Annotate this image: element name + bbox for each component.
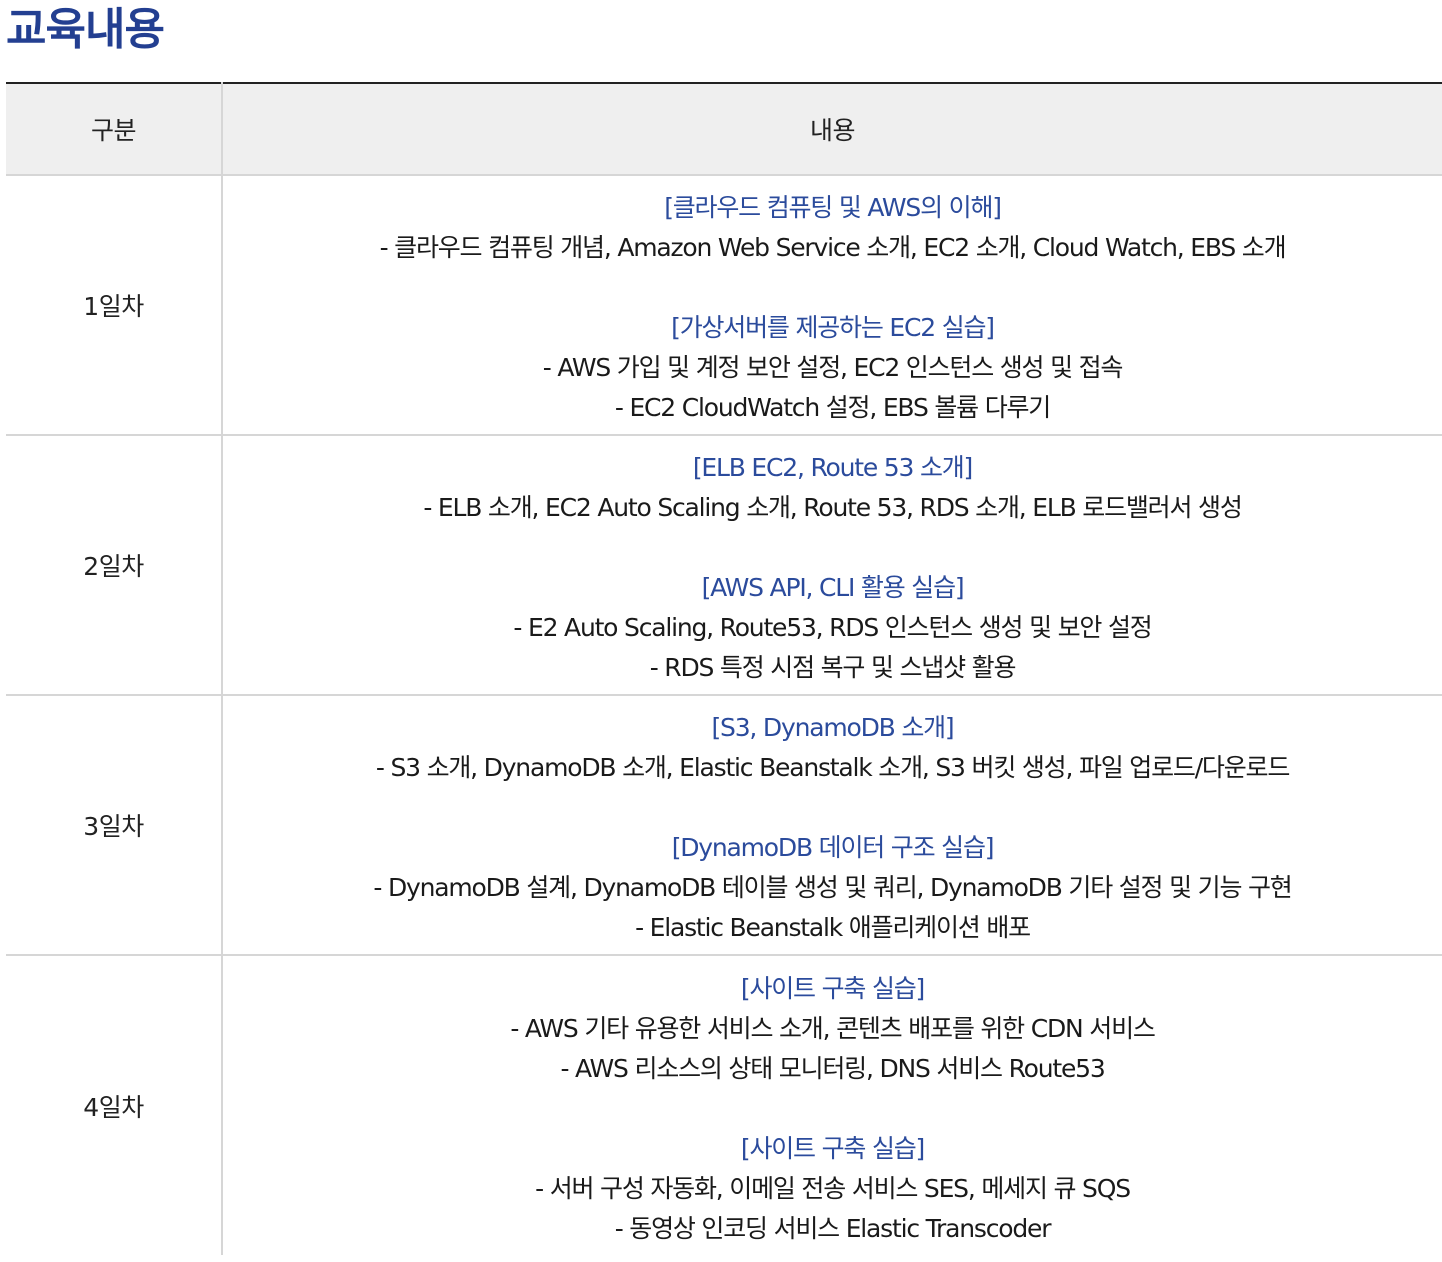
content-section: [AWS API, CLI 활용 실습] - E2 Auto Scaling, … <box>223 568 1442 688</box>
detail-line: - Elastic Beanstalk 애플리케이션 배포 <box>635 913 1031 942</box>
curriculum-table: 구분 내용 1일차 [클라우드 컴퓨팅 및 AWS의 이해] - 클라우드 컴퓨… <box>6 82 1442 1255</box>
section-heading: [클라우드 컴퓨팅 및 AWS의 이해] <box>664 193 1002 222</box>
detail-line: - AWS 가입 및 계정 보안 설정, EC2 인스턴스 생성 및 접속 <box>542 353 1124 382</box>
detail-line: - 서버 구성 자동화, 이메일 전송 서비스 SES, 메세지 큐 SQS <box>535 1173 1131 1203</box>
table-row: 1일차 [클라우드 컴퓨팅 및 AWS의 이해] - 클라우드 컴퓨팅 개념, … <box>6 175 1442 436</box>
day-label: 4일차 <box>6 955 223 1255</box>
detail-line: - RDS 특정 시점 복구 및 스냅샷 활용 <box>649 653 1017 682</box>
section-heading: [사이트 구축 실습] <box>740 1133 925 1163</box>
detail-line: - E2 Auto Scaling, Route53, RDS 인스턴스 생성 … <box>513 613 1152 642</box>
content-section: [ELB EC2, Route 53 소개] - ELB 소개, EC2 Aut… <box>223 448 1442 528</box>
detail-line: - S3 소개, DynamoDB 소개, Elastic Beanstalk … <box>375 753 1290 782</box>
section-heading: [S3, DynamoDB 소개] <box>711 713 955 742</box>
section-heading: [사이트 구축 실습] <box>740 973 925 1003</box>
detail-line: - AWS 기타 유용한 서비스 소개, 콘텐츠 배포를 위한 CDN 서비스 <box>510 1013 1156 1043</box>
detail-line: - ELB 소개, EC2 Auto Scaling 소개, Route 53,… <box>423 493 1242 522</box>
day-label: 3일차 <box>6 695 223 956</box>
table-row: 2일차 [ELB EC2, Route 53 소개] - ELB 소개, EC2… <box>6 435 1442 696</box>
content-section: [DynamoDB 데이터 구조 실습] - DynamoDB 설계, Dyna… <box>223 828 1442 948</box>
content-cell: [ELB EC2, Route 53 소개] - ELB 소개, EC2 Aut… <box>222 435 1442 696</box>
detail-line: - 클라우드 컴퓨팅 개념, Amazon Web Service 소개, EC… <box>379 233 1287 262</box>
page-title: 교육내용 <box>6 4 165 55</box>
content-section: [사이트 구축 실습] - 서버 구성 자동화, 이메일 전송 서비스 SES,… <box>223 1129 1442 1249</box>
column-header-day: 구분 <box>6 82 223 176</box>
table-row: 4일차 [사이트 구축 실습] - AWS 기타 유용한 서비스 소개, 콘텐츠… <box>6 955 1442 1255</box>
section-heading: [가상서버를 제공하는 EC2 실습] <box>671 313 995 342</box>
content-cell: [S3, DynamoDB 소개] - S3 소개, DynamoDB 소개, … <box>222 695 1442 956</box>
content-section: [가상서버를 제공하는 EC2 실습] - AWS 가입 및 계정 보안 설정,… <box>223 308 1442 428</box>
detail-line: - EC2 CloudWatch 설정, EBS 볼륨 다루기 <box>614 393 1051 422</box>
column-header-content: 내용 <box>222 82 1442 176</box>
section-heading: [AWS API, CLI 활용 실습] <box>701 573 965 602</box>
content-cell: [클라우드 컴퓨팅 및 AWS의 이해] - 클라우드 컴퓨팅 개념, Amaz… <box>222 175 1442 436</box>
content-cell: [사이트 구축 실습] - AWS 기타 유용한 서비스 소개, 콘텐츠 배포를… <box>222 955 1442 1255</box>
table-row: 3일차 [S3, DynamoDB 소개] - S3 소개, DynamoDB … <box>6 695 1442 956</box>
content-section: [사이트 구축 실습] - AWS 기타 유용한 서비스 소개, 콘텐츠 배포를… <box>223 969 1442 1089</box>
table-header-row: 구분 내용 <box>6 82 1442 176</box>
day-label: 1일차 <box>6 175 223 436</box>
section-heading: [ELB EC2, Route 53 소개] <box>692 453 973 482</box>
content-section: [S3, DynamoDB 소개] - S3 소개, DynamoDB 소개, … <box>223 708 1442 788</box>
detail-line: - 동영상 인코딩 서비스 Elastic Transcoder <box>614 1213 1052 1243</box>
detail-line: - AWS 리소스의 상태 모니터링, DNS 서비스 Route53 <box>560 1053 1105 1083</box>
content-section: [클라우드 컴퓨팅 및 AWS의 이해] - 클라우드 컴퓨팅 개념, Amaz… <box>223 188 1442 268</box>
section-heading: [DynamoDB 데이터 구조 실습] <box>671 833 995 862</box>
day-label: 2일차 <box>6 435 223 696</box>
detail-line: - DynamoDB 설계, DynamoDB 테이블 생성 및 쿼리, Dyn… <box>373 873 1292 902</box>
